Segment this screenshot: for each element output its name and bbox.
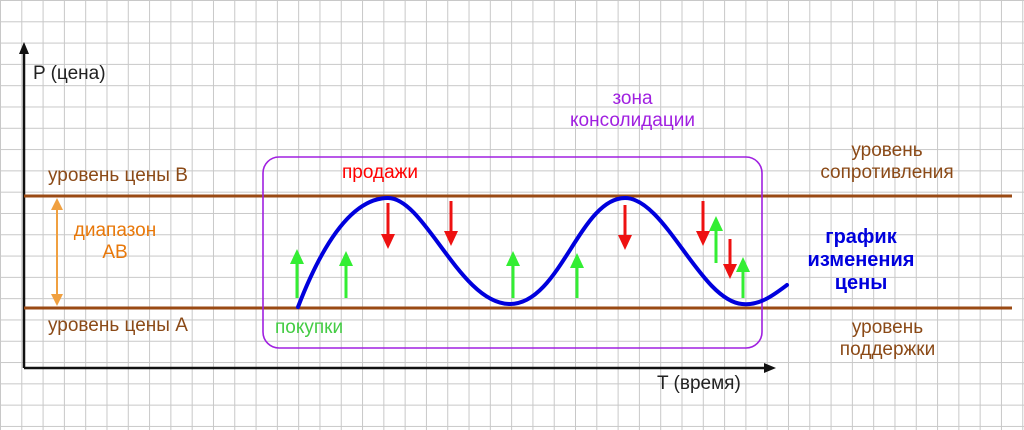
y-axis-label: P (цена) <box>33 63 106 84</box>
price-level-a-label: уровень цены A <box>48 315 188 336</box>
buy-arrow <box>736 257 750 298</box>
resistance-label: уровень сопротивления <box>792 140 982 184</box>
sell-arrow <box>696 201 710 246</box>
buy-arrow <box>290 249 304 298</box>
support-label-line2: поддержки <box>839 338 936 360</box>
consolidation-zone-line1: зона <box>612 88 653 109</box>
x-axis-label: T (время) <box>657 373 741 394</box>
price-chart-label-line3: цены <box>834 272 888 294</box>
price-curve <box>296 195 789 309</box>
resistance-label-line1: уровень <box>851 140 923 161</box>
price-chart-label-line2: изменения <box>807 249 915 271</box>
buys-label: покупки <box>275 317 344 338</box>
sell-arrow <box>444 201 458 246</box>
resistance-label-line2: сопротивления <box>820 161 954 183</box>
range-ab-label: диапазон AB <box>60 220 170 264</box>
buy-arrow <box>339 251 353 298</box>
range-ab-label-line2: AB <box>102 241 128 263</box>
support-label: уровень поддержки <box>800 317 975 361</box>
price-level-b-label: уровень цены B <box>48 165 188 186</box>
consolidation-zone-line2: консолидации <box>570 109 695 131</box>
buy-arrow <box>506 251 520 298</box>
support-label-line1: уровень <box>851 317 924 338</box>
consolidation-zone-label: зона консолидации <box>520 88 745 132</box>
price-chart-label: график изменения цены <box>786 226 936 295</box>
sell-arrow <box>381 203 395 249</box>
sells-label: продажи <box>342 162 418 183</box>
price-chart-label-line1: график <box>825 226 897 248</box>
consolidation-zone-box <box>262 156 763 349</box>
sell-arrow <box>723 239 737 279</box>
buy-arrow <box>570 253 584 298</box>
sell-arrow <box>618 205 632 250</box>
buy-arrow <box>709 216 723 263</box>
range-ab-label-line1: диапазон <box>73 220 157 241</box>
